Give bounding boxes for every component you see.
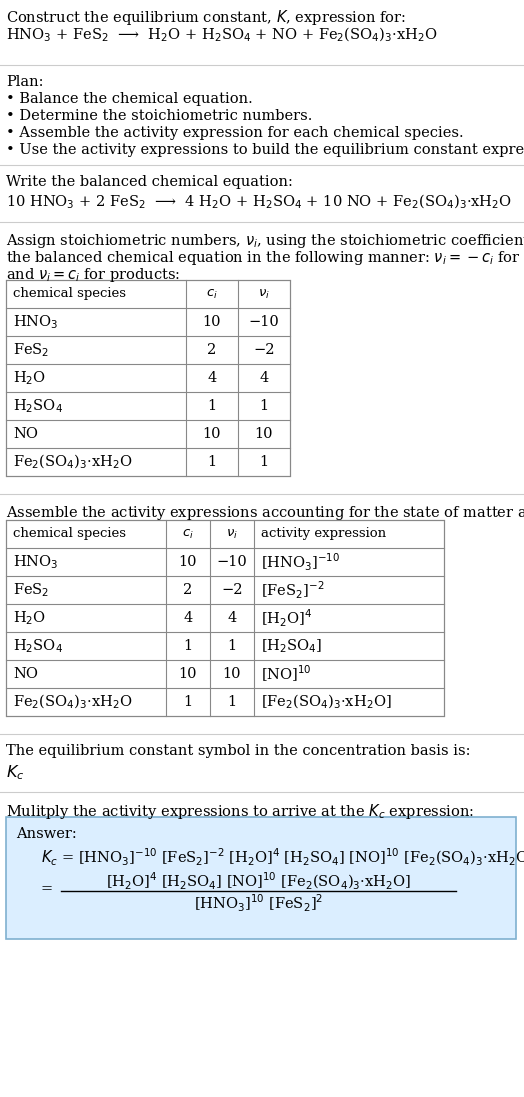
Text: −10: −10 (248, 315, 279, 329)
Text: FeS$_2$: FeS$_2$ (13, 581, 49, 599)
Text: −2: −2 (221, 583, 243, 597)
Text: [H$_2$SO$_4$]: [H$_2$SO$_4$] (261, 637, 322, 655)
Text: $\nu_i$: $\nu_i$ (226, 528, 238, 541)
Text: [Fe$_2$(SO$_4$)$_3$·xH$_2$O]: [Fe$_2$(SO$_4$)$_3$·xH$_2$O] (261, 693, 391, 711)
Text: [NO]$^{10}$: [NO]$^{10}$ (261, 664, 312, 685)
Text: H$_2$O: H$_2$O (13, 370, 46, 387)
Text: Answer:: Answer: (16, 827, 77, 841)
Text: HNO$_3$: HNO$_3$ (13, 553, 58, 570)
Text: NO: NO (13, 667, 38, 681)
Text: =: = (41, 882, 53, 896)
Bar (6, 520, 444, 716)
Text: 10: 10 (223, 667, 241, 681)
Text: • Assemble the activity expression for each chemical species.: • Assemble the activity expression for e… (6, 126, 464, 140)
Text: activity expression: activity expression (261, 528, 386, 541)
Text: $\nu_i$: $\nu_i$ (258, 287, 270, 301)
Text: Assign stoichiometric numbers, $\nu_i$, using the stoichiometric coefficients, $: Assign stoichiometric numbers, $\nu_i$, … (6, 231, 524, 250)
Text: 1: 1 (183, 695, 192, 709)
Text: Fe$_2$(SO$_4$)$_3$·xH$_2$O: Fe$_2$(SO$_4$)$_3$·xH$_2$O (13, 453, 133, 472)
Text: and $\nu_i = c_i$ for products:: and $\nu_i = c_i$ for products: (6, 265, 180, 284)
Text: 2: 2 (208, 343, 216, 357)
Text: 4: 4 (259, 371, 269, 385)
Text: [H$_2$O]$^4$ [H$_2$SO$_4$] [NO]$^{10}$ [Fe$_2$(SO$_4$)$_3$·xH$_2$O]: [H$_2$O]$^4$ [H$_2$SO$_4$] [NO]$^{10}$ [… (106, 871, 411, 892)
Text: 1: 1 (208, 455, 216, 470)
Bar (6, 280, 290, 476)
Text: Write the balanced chemical equation:: Write the balanced chemical equation: (6, 176, 293, 189)
FancyBboxPatch shape (6, 817, 516, 939)
Text: chemical species: chemical species (13, 528, 126, 541)
Text: HNO$_3$ + FeS$_2$  ⟶  H$_2$O + H$_2$SO$_4$ + NO + Fe$_2$(SO$_4$)$_3$·xH$_2$O: HNO$_3$ + FeS$_2$ ⟶ H$_2$O + H$_2$SO$_4$… (6, 26, 438, 44)
Text: [HNO$_3$]$^{10}$ [FeS$_2$]$^2$: [HNO$_3$]$^{10}$ [FeS$_2$]$^2$ (194, 893, 323, 915)
Text: Fe$_2$(SO$_4$)$_3$·xH$_2$O: Fe$_2$(SO$_4$)$_3$·xH$_2$O (13, 693, 133, 711)
Text: 1: 1 (259, 455, 269, 470)
Text: 4: 4 (208, 371, 216, 385)
Text: • Determine the stoichiometric numbers.: • Determine the stoichiometric numbers. (6, 109, 312, 123)
Text: 10: 10 (203, 315, 221, 329)
Text: • Balance the chemical equation.: • Balance the chemical equation. (6, 92, 253, 106)
Text: 10: 10 (179, 667, 197, 681)
Text: the balanced chemical equation in the following manner: $\nu_i = -c_i$ for react: the balanced chemical equation in the fo… (6, 249, 524, 267)
Text: −10: −10 (216, 555, 247, 569)
Text: $c_i$: $c_i$ (182, 528, 194, 541)
Text: 2: 2 (183, 583, 193, 597)
Text: [H$_2$O]$^4$: [H$_2$O]$^4$ (261, 608, 312, 629)
Text: • Use the activity expressions to build the equilibrium constant expression.: • Use the activity expressions to build … (6, 143, 524, 157)
Text: chemical species: chemical species (13, 287, 126, 301)
Text: Mulitply the activity expressions to arrive at the $K_c$ expression:: Mulitply the activity expressions to arr… (6, 802, 474, 821)
Text: 10: 10 (203, 427, 221, 441)
Text: H$_2$SO$_4$: H$_2$SO$_4$ (13, 397, 63, 415)
Text: 1: 1 (227, 695, 236, 709)
Text: 1: 1 (259, 399, 269, 412)
Text: Plan:: Plan: (6, 75, 43, 89)
Text: 1: 1 (208, 399, 216, 412)
Text: Assemble the activity expressions accounting for the state of matter and $\nu_i$: Assemble the activity expressions accoun… (6, 504, 524, 522)
Text: $K_c$: $K_c$ (6, 764, 25, 782)
Text: H$_2$SO$_4$: H$_2$SO$_4$ (13, 637, 63, 655)
Text: 10: 10 (255, 427, 273, 441)
Text: FeS$_2$: FeS$_2$ (13, 341, 49, 359)
Text: 10: 10 (179, 555, 197, 569)
Text: $c_i$: $c_i$ (206, 287, 218, 301)
Text: 4: 4 (183, 611, 193, 625)
Text: NO: NO (13, 427, 38, 441)
Text: HNO$_3$: HNO$_3$ (13, 313, 58, 331)
Text: 1: 1 (227, 638, 236, 653)
Text: $K_c$ = [HNO$_3$]$^{-10}$ [FeS$_2$]$^{-2}$ [H$_2$O]$^4$ [H$_2$SO$_4$] [NO]$^{10}: $K_c$ = [HNO$_3$]$^{-10}$ [FeS$_2$]$^{-2… (41, 847, 524, 868)
Text: [FeS$_2$]$^{-2}$: [FeS$_2$]$^{-2}$ (261, 579, 324, 601)
Text: The equilibrium constant symbol in the concentration basis is:: The equilibrium constant symbol in the c… (6, 744, 471, 758)
Text: 10 HNO$_3$ + 2 FeS$_2$  ⟶  4 H$_2$O + H$_2$SO$_4$ + 10 NO + Fe$_2$(SO$_4$)$_3$·x: 10 HNO$_3$ + 2 FeS$_2$ ⟶ 4 H$_2$O + H$_2… (6, 193, 512, 212)
Text: 4: 4 (227, 611, 237, 625)
Text: H$_2$O: H$_2$O (13, 609, 46, 626)
Text: 1: 1 (183, 638, 192, 653)
Text: −2: −2 (253, 343, 275, 357)
Text: [HNO$_3$]$^{-10}$: [HNO$_3$]$^{-10}$ (261, 552, 340, 573)
Text: Construct the equilibrium constant, $K$, expression for:: Construct the equilibrium constant, $K$,… (6, 8, 406, 27)
